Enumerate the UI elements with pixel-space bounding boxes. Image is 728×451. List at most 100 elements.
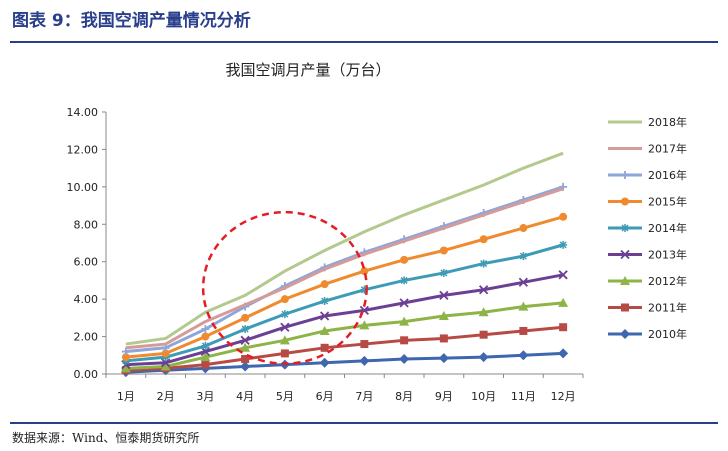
- legend-label: 2010年: [648, 327, 687, 341]
- legend-item: 2011年: [608, 301, 687, 315]
- data-point: [201, 332, 210, 341]
- legend-item: 2017年: [608, 142, 687, 156]
- data-point: [519, 252, 528, 261]
- data-point: [280, 295, 289, 304]
- data-point: [478, 352, 489, 363]
- data-point: [518, 301, 529, 311]
- series-line: [125, 243, 564, 363]
- legend-label: 2015年: [648, 195, 687, 209]
- data-point: [280, 310, 289, 319]
- x-tick-label: 5月: [276, 390, 294, 403]
- legend: 2018年 2017年 2016年 2015年 2014年 2013年 2012年 2011年…: [608, 115, 687, 341]
- series-2012年: [120, 297, 569, 373]
- x-tick-label: 11月: [511, 390, 536, 403]
- legend-label: 2012年: [648, 274, 687, 288]
- chart-title: 我国空调月产量（万台）: [225, 61, 390, 79]
- legend-label: 2014年: [648, 221, 687, 235]
- x-tick-label: 2月: [157, 390, 175, 403]
- y-tick-label: 4.00: [74, 293, 99, 306]
- data-point: [240, 342, 251, 352]
- series-2018年: [125, 151, 564, 346]
- data-point: [558, 348, 569, 359]
- data-point: [620, 249, 630, 260]
- series-2013年: [121, 270, 568, 370]
- data-point: [319, 311, 330, 321]
- data-point: [400, 276, 409, 285]
- x-tick-labels: 1月 2月 3月 4月 5月 6月 7月 8月 9月 10月 11月 12月: [105, 374, 584, 403]
- data-point: [320, 297, 329, 306]
- data-point: [399, 298, 409, 308]
- y-tick-label: 10.00: [67, 181, 99, 194]
- data-point: [160, 361, 171, 371]
- data-point: [161, 349, 170, 358]
- data-point: [360, 340, 369, 349]
- data-point: [120, 363, 131, 373]
- y-tick-label: 14.00: [67, 106, 99, 119]
- data-point: [319, 357, 330, 368]
- data-point: [201, 341, 210, 350]
- data-point: [439, 268, 448, 277]
- data-point: [320, 343, 329, 352]
- x-tick-label: 3月: [196, 390, 214, 403]
- data-point: [439, 334, 448, 343]
- series-line: [125, 325, 564, 372]
- x-tick-label: 6月: [316, 390, 334, 403]
- series-2010年: [120, 348, 569, 378]
- legend-item: 2016年: [608, 168, 687, 182]
- data-point: [279, 335, 290, 345]
- x-tick-label: 12月: [551, 390, 576, 403]
- data-point: [360, 285, 369, 294]
- data-point: [399, 316, 410, 326]
- series-line: [125, 215, 564, 359]
- data-point: [400, 336, 409, 345]
- x-tick-label: 1月: [117, 390, 135, 403]
- legend-item: 2015年: [608, 195, 687, 209]
- legend-item: 2018年: [608, 115, 687, 129]
- y-tick-label: 2.00: [74, 331, 99, 344]
- series-2015年: [121, 212, 568, 362]
- data-point: [280, 349, 289, 358]
- data-point: [519, 326, 528, 335]
- legend-label: 2011年: [648, 301, 687, 315]
- y-tick-label: 0.00: [74, 368, 99, 381]
- top-rule: [10, 41, 718, 43]
- data-point: [559, 212, 568, 221]
- data-point: [360, 267, 369, 276]
- data-point: [438, 310, 449, 320]
- data-point: [201, 360, 210, 369]
- legend-label: 2013年: [648, 248, 687, 262]
- data-point: [478, 285, 489, 295]
- data-point: [519, 224, 528, 233]
- data-point: [621, 171, 629, 179]
- data-point: [200, 352, 211, 362]
- series-line: [125, 151, 564, 346]
- data-point: [621, 224, 629, 232]
- legend-item: 2012年: [608, 274, 687, 288]
- legend-item: 2014年: [608, 221, 687, 235]
- data-point: [479, 235, 488, 244]
- data-point: [479, 259, 488, 268]
- data-point: [438, 353, 449, 364]
- figure-title: 图表 9：我国空调产量情况分析: [12, 11, 251, 31]
- y-tick-label: 8.00: [74, 218, 99, 231]
- legend-label: 2016年: [648, 168, 687, 182]
- data-point: [620, 329, 630, 339]
- data-point: [240, 361, 251, 372]
- x-tick-label: 4月: [236, 390, 254, 403]
- data-point: [121, 347, 130, 356]
- data-point: [621, 303, 629, 312]
- data-point: [320, 280, 329, 289]
- legend-label: 2018年: [648, 115, 687, 129]
- data-point: [201, 325, 210, 334]
- data-point: [620, 276, 630, 285]
- data-point: [319, 325, 330, 335]
- data-point: [621, 197, 629, 206]
- highlight-ellipse: [201, 210, 368, 365]
- data-point: [558, 297, 569, 307]
- data-point: [559, 323, 568, 332]
- data-point: [479, 330, 488, 339]
- series-layer: [120, 151, 569, 378]
- data-point: [280, 322, 290, 332]
- legend-item: 2013年: [608, 248, 687, 262]
